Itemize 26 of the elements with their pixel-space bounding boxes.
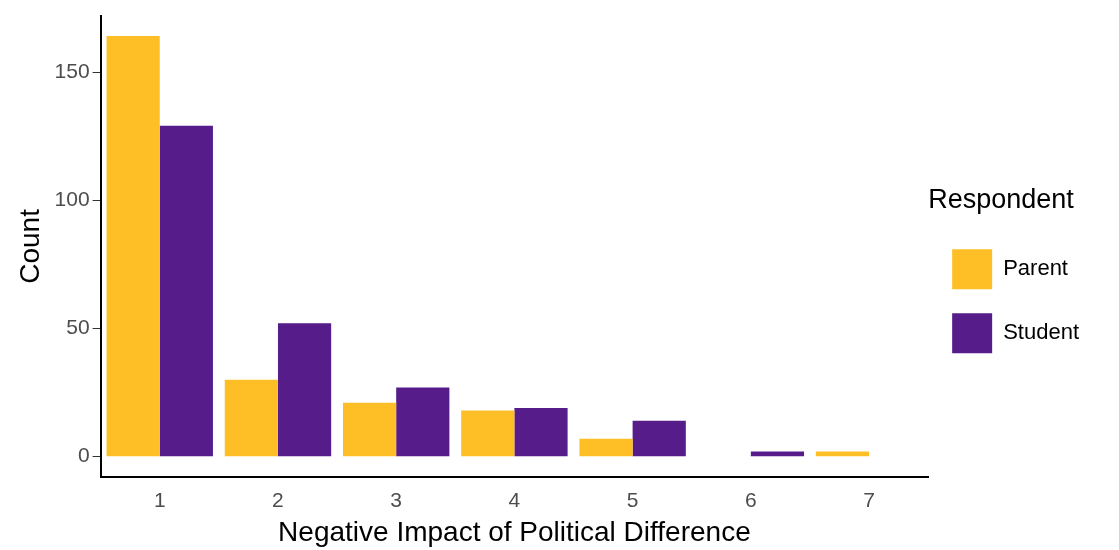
y-tick-label: 100 <box>54 187 90 211</box>
bar <box>579 438 633 457</box>
bar <box>632 420 686 457</box>
x-tick-label: 4 <box>508 487 521 511</box>
x-tick-label: 5 <box>626 487 639 511</box>
bar <box>342 402 397 457</box>
y-tick-label: 50 <box>66 315 90 339</box>
bar <box>224 379 278 457</box>
x-tick-label: 1 <box>153 487 166 511</box>
x-axis-title: Negative Impact of Political Difference <box>278 515 751 547</box>
legend-title: Respondent <box>928 183 1075 214</box>
y-axis-title: Count <box>13 208 45 284</box>
legend-label: Parent <box>1003 255 1068 281</box>
bar <box>106 36 160 457</box>
x-tick-label: 6 <box>744 487 757 511</box>
y-tick-label: 0 <box>77 443 90 467</box>
y-tick-label: 150 <box>54 58 90 82</box>
bar <box>396 387 450 457</box>
bar <box>159 125 213 457</box>
bar <box>514 407 568 457</box>
x-tick-label: 2 <box>272 487 284 511</box>
x-tick-label: 3 <box>390 487 403 511</box>
x-tick-label: 7 <box>863 487 875 511</box>
bar <box>461 410 515 457</box>
legend-label: Student <box>1003 319 1079 345</box>
bar <box>277 323 332 457</box>
